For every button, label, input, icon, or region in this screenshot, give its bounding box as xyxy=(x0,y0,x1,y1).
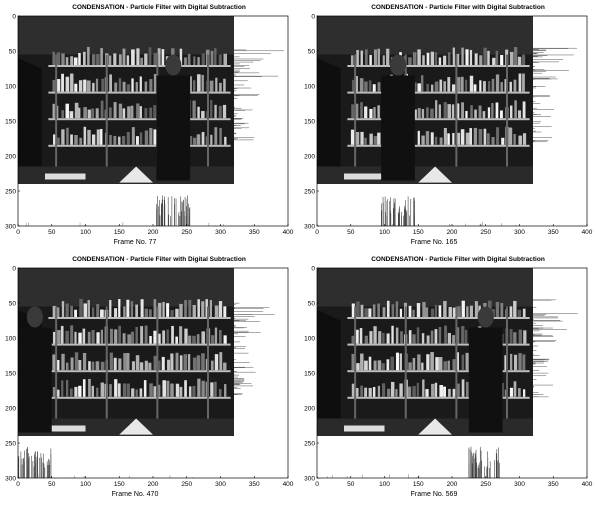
x-histogram xyxy=(350,196,517,226)
x-tick-label: 0 xyxy=(16,481,20,488)
x-tick-label: 300 xyxy=(514,229,525,236)
x-tick-label: 400 xyxy=(283,229,294,236)
x-tick-label: 300 xyxy=(215,229,226,236)
y-tick-label: 300 xyxy=(304,224,315,231)
video-frame xyxy=(18,16,234,184)
y-tick-label: 150 xyxy=(304,371,315,378)
y-tick-label: 0 xyxy=(12,266,16,273)
plot-area: 0 50 100 150 200 250 300 350 400 0 50 100 150 200 250 3… xyxy=(5,266,294,489)
x-tick-label: 100 xyxy=(379,229,390,236)
y-histogram xyxy=(234,49,284,141)
figure-panel-4: CONDENSATION - Particle Filter with Digi… xyxy=(299,252,597,505)
y-tick-label: 250 xyxy=(304,189,315,196)
x-tick-label: 250 xyxy=(181,229,192,236)
y-tick-label: 0 xyxy=(12,14,16,21)
y-tick-label: 100 xyxy=(5,84,16,91)
x-tick-label: 150 xyxy=(114,481,125,488)
y-tick-label: 0 xyxy=(311,14,315,21)
video-frame xyxy=(317,268,533,436)
y-tick-label: 200 xyxy=(5,154,16,161)
x-histogram xyxy=(327,446,500,478)
y-histogram xyxy=(533,47,578,143)
y-tick-label: 300 xyxy=(5,476,16,483)
figure-panel-1: CONDENSATION - Particle Filter with Digi… xyxy=(0,0,298,252)
plot-area: 0 50 100 150 200 250 300 350 400 0 50 100 150 200 250 3… xyxy=(304,266,593,489)
x-tick-label: 100 xyxy=(379,481,390,488)
x-tick-label: 0 xyxy=(315,229,319,236)
y-tick-label: 300 xyxy=(304,476,315,483)
x-tick-label: 0 xyxy=(16,229,20,236)
x-tick-label: 350 xyxy=(548,481,559,488)
y-tick-label: 50 xyxy=(308,49,316,56)
x-tick-label: 50 xyxy=(347,481,355,488)
y-histogram xyxy=(234,302,275,395)
x-tick-label: 150 xyxy=(413,229,424,236)
x-tick-label: 0 xyxy=(315,481,319,488)
x-tick-label: 350 xyxy=(249,229,260,236)
y-tick-label: 200 xyxy=(5,406,16,413)
x-histogram xyxy=(25,195,224,226)
x-histogram xyxy=(18,446,193,478)
frame-label: Frame No. 77 xyxy=(113,239,157,246)
x-tick-label: 350 xyxy=(249,481,260,488)
panel-title: CONDENSATION - Particle Filter with Digi… xyxy=(371,256,545,263)
y-tick-label: 150 xyxy=(5,119,16,126)
y-tick-label: 250 xyxy=(304,441,315,448)
x-tick-label: 350 xyxy=(548,229,559,236)
plot-area: 0 50 100 150 200 250 300 350 400 0 50 100 150 200 250 3… xyxy=(304,14,593,237)
x-tick-label: 150 xyxy=(413,481,424,488)
panel-title: CONDENSATION - Particle Filter with Digi… xyxy=(72,256,246,263)
video-frame xyxy=(18,268,234,436)
x-tick-label: 200 xyxy=(148,481,159,488)
y-tick-label: 150 xyxy=(304,119,315,126)
figure-panel-2: CONDENSATION - Particle Filter with Digi… xyxy=(299,0,597,252)
x-tick-label: 200 xyxy=(148,229,159,236)
x-tick-label: 100 xyxy=(80,481,91,488)
y-tick-label: 150 xyxy=(5,371,16,378)
x-tick-label: 200 xyxy=(447,481,458,488)
panel-title: CONDENSATION - Particle Filter with Digi… xyxy=(72,4,246,11)
x-tick-label: 400 xyxy=(582,481,593,488)
panel-title: CONDENSATION - Particle Filter with Digi… xyxy=(371,4,545,11)
frame-label: Frame No. 569 xyxy=(410,491,458,498)
x-tick-label: 250 xyxy=(480,481,491,488)
x-tick-label: 200 xyxy=(447,229,458,236)
y-tick-label: 250 xyxy=(5,441,16,448)
video-frame xyxy=(317,16,533,184)
x-tick-label: 300 xyxy=(215,481,226,488)
x-tick-label: 250 xyxy=(181,481,192,488)
figure-panel-3: CONDENSATION - Particle Filter with Digi… xyxy=(0,252,298,505)
y-tick-label: 250 xyxy=(5,189,16,196)
frame-label: Frame No. 165 xyxy=(410,239,458,246)
x-tick-label: 50 xyxy=(48,229,56,236)
y-tick-label: 50 xyxy=(9,301,17,308)
y-tick-label: 0 xyxy=(311,266,315,273)
x-tick-label: 400 xyxy=(283,481,294,488)
y-tick-label: 300 xyxy=(5,224,16,231)
plot-area: 0 50 100 150 200 250 300 350 400 0 50 100 150 200 250 3… xyxy=(5,14,294,237)
y-tick-label: 50 xyxy=(308,301,316,308)
y-tick-label: 100 xyxy=(304,84,315,91)
y-tick-label: 100 xyxy=(5,336,16,343)
x-tick-label: 100 xyxy=(80,229,91,236)
x-tick-label: 250 xyxy=(480,229,491,236)
y-tick-label: 50 xyxy=(9,49,17,56)
frame-label: Frame No. 470 xyxy=(111,491,159,498)
x-tick-label: 300 xyxy=(514,481,525,488)
x-tick-label: 50 xyxy=(347,229,355,236)
x-tick-label: 50 xyxy=(48,481,56,488)
y-tick-label: 100 xyxy=(304,336,315,343)
y-histogram xyxy=(533,299,578,398)
x-tick-label: 400 xyxy=(582,229,593,236)
y-tick-label: 200 xyxy=(304,154,315,161)
y-tick-label: 200 xyxy=(304,406,315,413)
x-tick-label: 150 xyxy=(114,229,125,236)
